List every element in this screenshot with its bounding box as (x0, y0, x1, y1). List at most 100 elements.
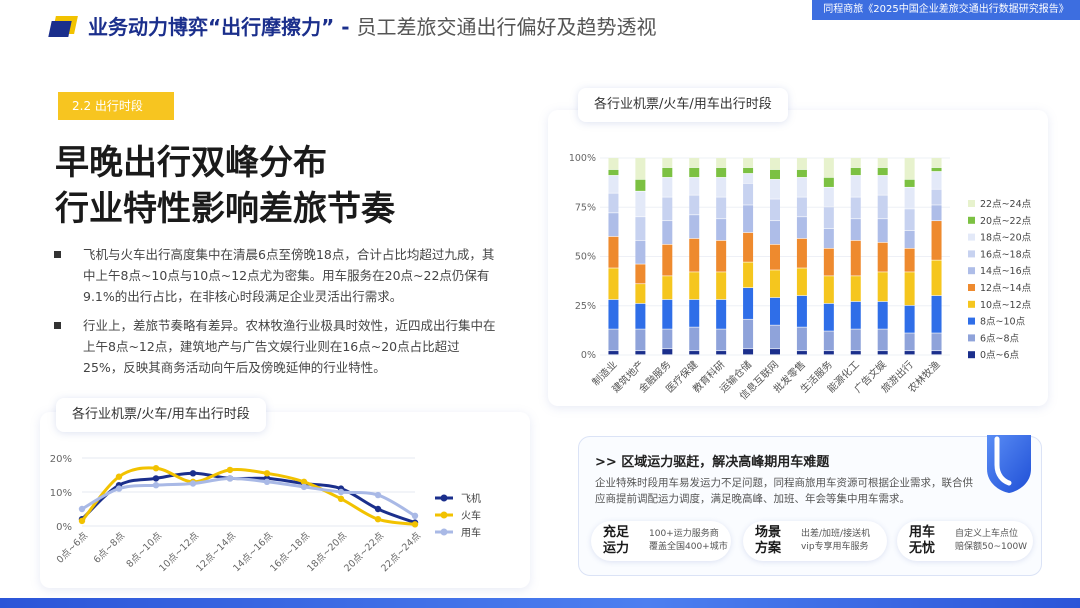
bar-segment (770, 244, 780, 270)
page-title: 业务动力博弈“出行摩擦力” - 员工差旅交通出行偏好及趋势透视 (88, 15, 657, 39)
bar-segment (796, 169, 807, 178)
legend-label: 14点~16点 (980, 266, 1032, 277)
bar-chart: 0%25%50%75%100%制造业建筑地产金融服务医疗保健教育科研运输仓储信息… (569, 153, 1032, 402)
region-card: >> 区域运力驱赶，解决高峰期用车难题 企业特殊时段用车易发运力不足问题，同程商… (578, 435, 1042, 576)
y-tick-label: 20% (50, 454, 72, 465)
region-description: 企业特殊时段用车易发运力不足问题，同程商旅用车资源可根据企业需求，联合供应商提前… (595, 477, 973, 505)
bar-segment (877, 175, 888, 195)
bar-segment (716, 219, 727, 241)
region-title: >> 区域运力驱赶，解决高峰期用车难题 (595, 455, 830, 470)
page-title-light: 员工差旅交通出行偏好及趋势透视 (356, 15, 657, 39)
legend-marker (440, 528, 448, 536)
legend-swatch (968, 300, 975, 308)
line-chart: 0%10%20%0点~6点 6点~8点8点~10点10点~12点12点~14点14… (50, 454, 481, 574)
legend-swatch (968, 233, 975, 241)
bar-segment (904, 272, 915, 306)
bar-segment (931, 167, 942, 172)
bar-segment (662, 197, 673, 221)
legend-swatch (968, 284, 975, 291)
data-point (337, 488, 345, 496)
legend-swatch (968, 216, 975, 224)
page-title-strong: 业务动力博弈“出行摩擦力” (88, 15, 335, 39)
legend-label: 飞机 (461, 492, 481, 505)
bar-segment (662, 167, 673, 178)
bar-segment (877, 272, 888, 302)
x-tick-label: 22点~24点 (379, 530, 423, 574)
bar-segment (796, 327, 807, 351)
bar-segment (743, 158, 754, 168)
x-tick-label: 0点~6点 (55, 530, 91, 566)
feature-pill-capacity: 充足 运力 100+运力服务商 覆盖全国400+城市 (591, 521, 731, 561)
legend-label: 18点~20点 (980, 233, 1032, 244)
bar-segment (823, 177, 834, 187)
bar-segment (689, 167, 700, 178)
bar-segment (770, 297, 780, 325)
y-tick-label: 10% (50, 488, 72, 499)
bar-segment (904, 187, 915, 209)
bar-segment (931, 221, 942, 260)
bar-segment (716, 177, 727, 197)
y-tick-label: 50% (575, 252, 596, 263)
data-point (115, 473, 123, 480)
bar-segment (823, 207, 834, 229)
line-chart-card (40, 412, 530, 588)
headline-line1: 早晚出行双峰分布 (55, 143, 327, 183)
bar-segment (716, 197, 727, 219)
legend-label: 10点~12点 (980, 300, 1032, 311)
bullet-square-icon (54, 251, 61, 258)
bar-segment (877, 158, 888, 168)
data-point (300, 478, 308, 485)
legend-label: 用车 (461, 526, 481, 539)
bar-segment (823, 158, 834, 178)
bar-segment (904, 209, 915, 231)
bar-segment (770, 270, 780, 298)
bar-segment (743, 167, 754, 174)
bar-segment (716, 240, 727, 272)
bar-segment (716, 299, 727, 329)
legend-marker (440, 494, 448, 502)
bar-segment (608, 268, 619, 300)
data-point (374, 505, 382, 513)
bar-segment (689, 215, 700, 239)
bar-segment (635, 240, 646, 264)
bar-segment (850, 276, 861, 302)
bar-segment (608, 299, 619, 329)
bar-segment (931, 295, 942, 333)
data-point (152, 482, 160, 489)
bar-segment (608, 193, 619, 213)
bar-segment (931, 260, 942, 296)
y-tick-label: 75% (575, 202, 596, 213)
bar-segment (662, 221, 673, 245)
data-point (374, 516, 382, 523)
bar-segment (662, 276, 673, 300)
bar-segment (823, 248, 834, 276)
bar-segment (823, 331, 834, 351)
bar-segment (689, 158, 700, 168)
bar-segment (662, 349, 673, 355)
y-tick-label: 100% (569, 153, 596, 164)
bar-chart-title: 各行业机票/火车/用车出行时段 (578, 88, 788, 122)
bar-segment (796, 351, 807, 355)
bar-segment (877, 351, 888, 355)
bar-segment (770, 221, 780, 245)
bar-segment (931, 158, 942, 168)
legend-marker (440, 511, 448, 519)
bar-segment (608, 213, 619, 237)
bar-segment (743, 205, 754, 233)
data-point (189, 480, 197, 487)
bar-segment (850, 167, 861, 176)
legend-swatch (968, 351, 975, 359)
bar-segment (904, 351, 915, 355)
legend-label: 6点~8点 (980, 333, 1020, 344)
legend-swatch (968, 334, 975, 342)
bar-segment (796, 177, 807, 197)
bar-segment (743, 232, 754, 262)
brand-logo-icon (48, 16, 78, 38)
data-point (78, 505, 86, 513)
data-point (263, 470, 271, 477)
data-point (152, 465, 160, 472)
bar-segment (689, 177, 700, 195)
bar-segment (662, 158, 673, 168)
bar-segment (931, 189, 942, 205)
bar-segment (608, 236, 619, 268)
